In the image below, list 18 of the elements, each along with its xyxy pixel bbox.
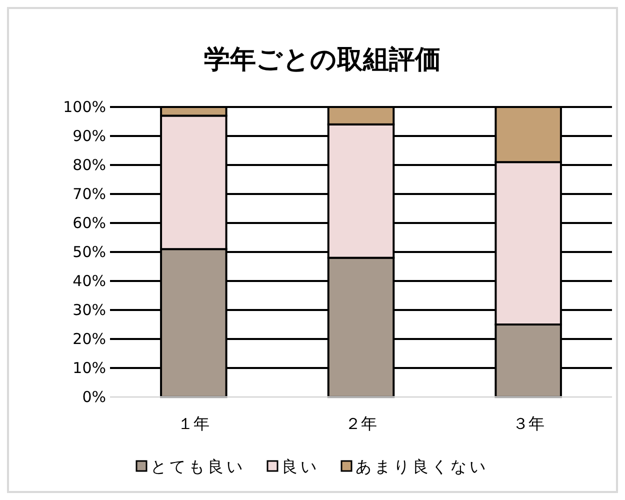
y-tick-label: 10% <box>72 359 106 377</box>
y-tick-label: 0% <box>82 388 106 406</box>
y-tick-label: 70% <box>72 185 106 203</box>
y-tick-label: 40% <box>72 272 106 290</box>
x-tick-label: １年 <box>178 414 210 433</box>
y-tick-label: 30% <box>72 301 106 319</box>
legend-label: あまり良くない <box>356 457 488 476</box>
y-tick-label: 100% <box>63 98 106 116</box>
y-tick-label: 90% <box>72 127 106 145</box>
y-tick-label: 60% <box>72 214 106 232</box>
legend-label: とても良い <box>150 457 246 476</box>
chart-title: 学年ごとの取組評価 <box>204 45 441 75</box>
y-tick-label: 80% <box>72 156 106 174</box>
legend-label: 良い <box>282 457 320 476</box>
x-tick-label: ２年 <box>345 414 377 433</box>
y-tick-label: 20% <box>72 330 106 348</box>
y-tick-label: 50% <box>72 243 106 261</box>
x-tick-label: ３年 <box>512 414 544 433</box>
